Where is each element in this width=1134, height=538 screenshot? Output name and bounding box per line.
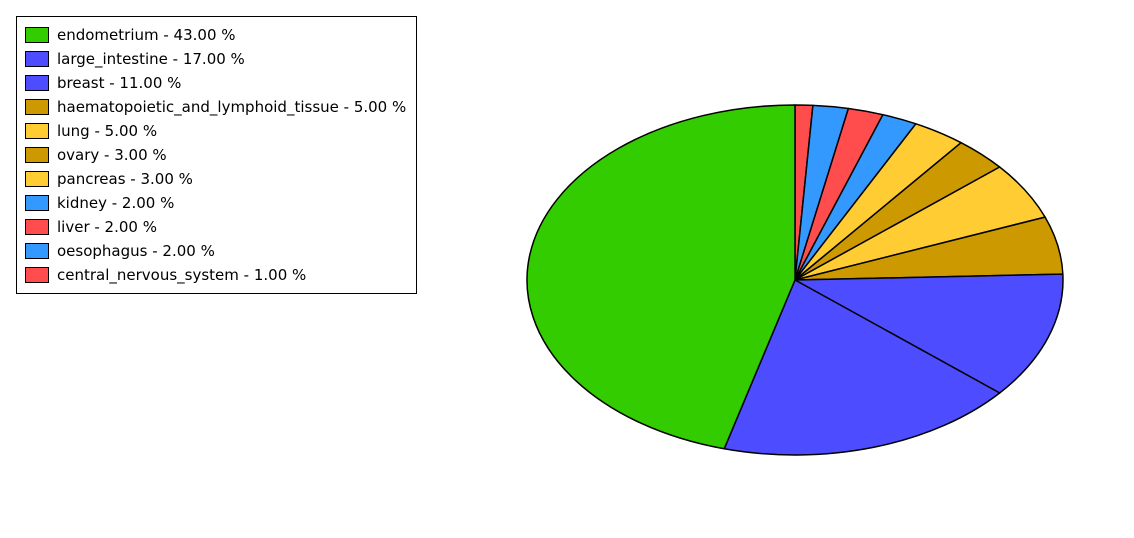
legend-swatch <box>25 171 49 187</box>
legend-label: ovary - 3.00 % <box>57 146 167 164</box>
pie-chart <box>523 101 1067 459</box>
legend-row: liver - 2.00 % <box>25 215 406 239</box>
legend-row: central_nervous_system - 1.00 % <box>25 263 406 287</box>
legend-swatch <box>25 75 49 91</box>
legend-label: haematopoietic_and_lymphoid_tissue - 5.0… <box>57 98 406 116</box>
legend-row: breast - 11.00 % <box>25 71 406 95</box>
legend-row: endometrium - 43.00 % <box>25 23 406 47</box>
legend-label: central_nervous_system - 1.00 % <box>57 266 306 284</box>
legend-label: lung - 5.00 % <box>57 122 157 140</box>
legend-row: large_intestine - 17.00 % <box>25 47 406 71</box>
legend-row: lung - 5.00 % <box>25 119 406 143</box>
legend-row: kidney - 2.00 % <box>25 191 406 215</box>
legend-row: pancreas - 3.00 % <box>25 167 406 191</box>
pie-svg <box>523 101 1067 459</box>
legend-row: ovary - 3.00 % <box>25 143 406 167</box>
legend-label: large_intestine - 17.00 % <box>57 50 245 68</box>
legend-label: liver - 2.00 % <box>57 218 157 236</box>
legend-swatch <box>25 219 49 235</box>
legend-row: oesophagus - 2.00 % <box>25 239 406 263</box>
legend-label: kidney - 2.00 % <box>57 194 174 212</box>
legend-label: breast - 11.00 % <box>57 74 181 92</box>
legend-swatch <box>25 51 49 67</box>
legend-swatch <box>25 267 49 283</box>
legend-label: oesophagus - 2.00 % <box>57 242 215 260</box>
legend-swatch <box>25 99 49 115</box>
legend-label: endometrium - 43.00 % <box>57 26 236 44</box>
legend-label: pancreas - 3.00 % <box>57 170 193 188</box>
legend-swatch <box>25 147 49 163</box>
legend-row: haematopoietic_and_lymphoid_tissue - 5.0… <box>25 95 406 119</box>
legend-box: endometrium - 43.00 % large_intestine - 1… <box>16 16 417 294</box>
legend-swatch <box>25 27 49 43</box>
legend-swatch <box>25 123 49 139</box>
legend-swatch <box>25 195 49 211</box>
legend-swatch <box>25 243 49 259</box>
